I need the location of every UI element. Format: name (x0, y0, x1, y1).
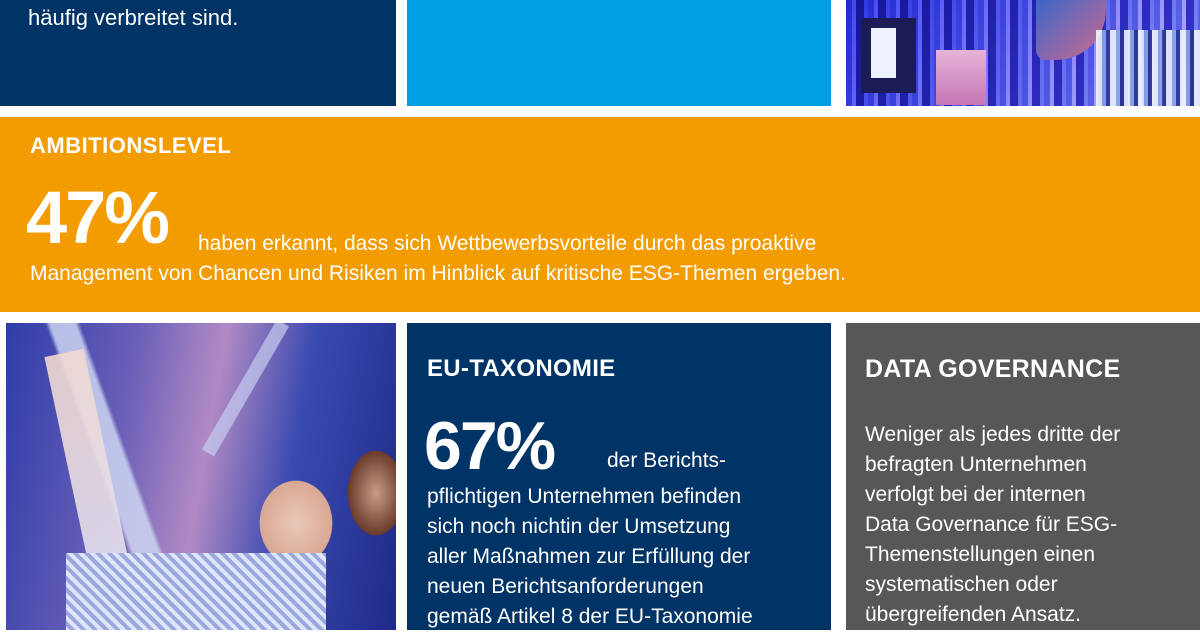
top-middle-cyan-panel (407, 0, 831, 106)
photo-shape (1096, 30, 1200, 106)
data-governance-line: befragten Unternehmen (865, 453, 1087, 476)
photo-shape (66, 553, 326, 630)
ambition-title: AMBITIONSLEVEL (30, 133, 232, 158)
eu-taxonomy-title: EU-TAXONOMIE (427, 355, 616, 382)
data-governance-line: verfolgt bei der internen (865, 483, 1086, 506)
data-governance-line: Themenstellungen einen (865, 543, 1095, 566)
data-governance-line: Data Governance für ESG- (865, 513, 1118, 536)
eu-taxonomy-line: gemäß Artikel 8 der EU-Taxonomie (427, 605, 753, 628)
data-governance-body: Weniger als jedes dritte der befragten U… (865, 420, 1195, 630)
photo-shape (201, 323, 290, 457)
eu-taxonomy-line: neuen Berichtsanforderungen (427, 575, 704, 598)
eu-taxonomy-body: pflichtigen Unternehmen befinden sich no… (427, 482, 827, 632)
top-left-navy-panel: häufig verbreitet sind. (0, 0, 396, 106)
data-governance-line: übergreifenden Ansatz. (865, 603, 1081, 626)
photo-shape (861, 18, 916, 93)
eu-taxonomy-line: sich noch nichtin der Umsetzung (427, 515, 731, 538)
eu-taxonomy-line: aller Maßnahmen zur Erfüllung der (427, 545, 751, 568)
data-governance-line: Weniger als jedes dritte der (865, 423, 1121, 446)
ambition-text-line-2: Management von Chancen und Risiken im Hi… (30, 262, 846, 285)
top-right-photo (846, 0, 1200, 106)
eu-taxonomy-line: pflichtigen Unternehmen befinden (427, 485, 742, 508)
ambition-percent: 47% (26, 176, 170, 259)
photo-shape (936, 50, 986, 105)
eu-taxonomy-panel (407, 323, 831, 630)
eu-taxonomy-percent: 67% (424, 408, 556, 484)
eu-taxonomy-text-after-percent: der Berichts- (607, 449, 727, 472)
data-governance-line: systematischen oder (865, 573, 1058, 596)
ambition-text-line-1: haben erkannt, dass sich Wettbewerbsvort… (198, 232, 817, 255)
ambition-level-band (0, 117, 1200, 312)
bottom-left-photo (6, 323, 396, 630)
top-left-text: häufig verbreitet sind. (28, 5, 239, 30)
data-governance-title: DATA GOVERNANCE (865, 355, 1121, 383)
data-governance-panel (846, 323, 1200, 630)
